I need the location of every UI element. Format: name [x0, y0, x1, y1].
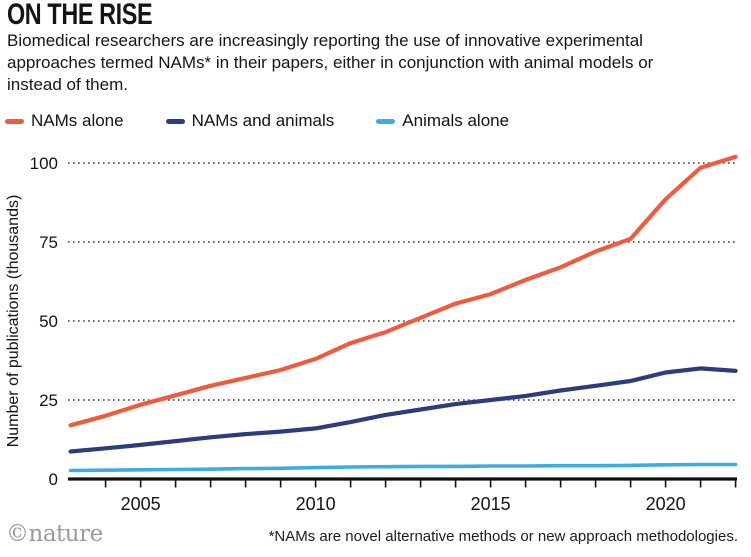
x-tick-label: 2020	[646, 494, 686, 514]
animals-alone-swatch-icon	[376, 118, 396, 124]
legend: NAMs alone NAMs and animals Animals alone	[5, 110, 509, 132]
legend-label: Animals alone	[402, 111, 510, 130]
y-tick-label: 0	[49, 470, 58, 489]
chart-subtitle: Biomedical researchers are increasingly …	[7, 31, 654, 94]
series-line-animals-alone	[68, 462, 738, 473]
y-tick-label: 100	[30, 154, 58, 173]
legend-item-nams-and-animals: NAMs and animals	[165, 111, 335, 131]
y-tick-label: 50	[39, 312, 58, 331]
legend-item-animals-alone: Animals alone	[376, 111, 509, 131]
x-tick-label: 2010	[296, 494, 336, 514]
legend-label: NAMs and animals	[191, 111, 335, 130]
x-tick-label: 2005	[121, 494, 161, 514]
series-line-nams-alone	[68, 154, 738, 428]
y-tick-label: 75	[39, 233, 58, 252]
y-axis-label: Number of publications (thousands)	[5, 195, 22, 448]
line-chart: 0 25 50 75 100 2005 2010 2015 2020 Number of publ…	[5, 154, 738, 514]
nams-and-animals-swatch-icon	[165, 118, 185, 124]
chart-title: ON THE RISE	[7, 0, 153, 31]
series-line-nams-and-animals	[68, 366, 738, 454]
x-tick-label: 2015	[471, 494, 511, 514]
y-tick-label: 25	[39, 391, 58, 410]
legend-label: NAMs alone	[31, 111, 124, 130]
legend-item-nams-alone: NAMs alone	[5, 111, 124, 131]
footnote: *NAMs are novel alternative methods or n…	[268, 528, 738, 545]
nams-alone-swatch-icon	[5, 118, 24, 124]
nature-logo: ©nature	[6, 521, 103, 547]
